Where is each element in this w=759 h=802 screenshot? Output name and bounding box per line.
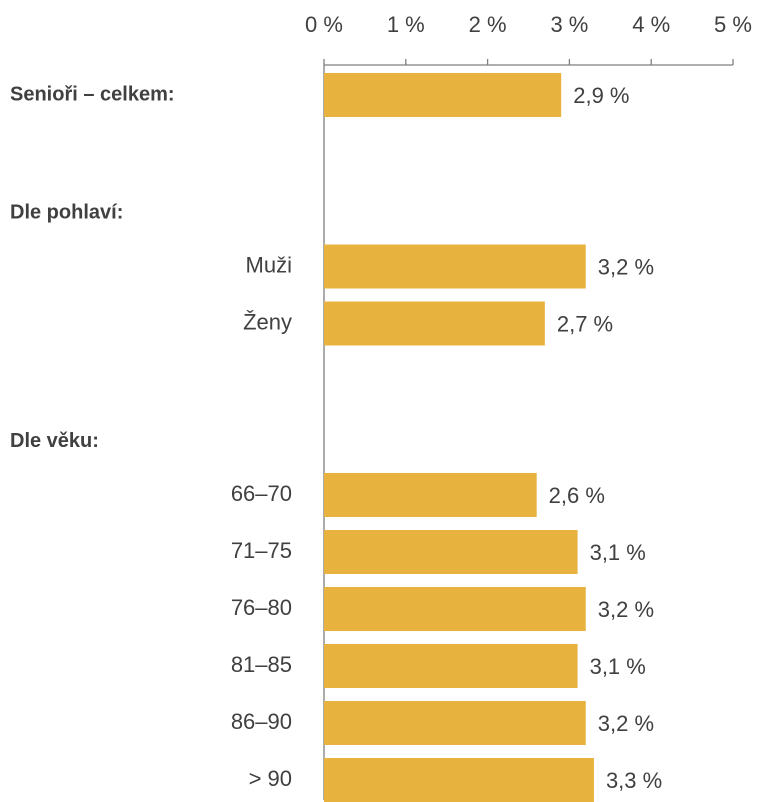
value-label: 3,1 %: [590, 654, 646, 679]
value-label: 3,2 %: [598, 711, 654, 736]
bar: [324, 244, 586, 289]
value-label: 3,2 %: [598, 597, 654, 622]
value-label: 2,7 %: [557, 311, 613, 336]
bar: [324, 73, 562, 117]
bar: [324, 530, 578, 574]
x-tick-label: 2 %: [469, 12, 507, 37]
bar: [324, 701, 586, 745]
category-label: 81–85: [231, 652, 292, 677]
x-tick-label: 0 %: [305, 12, 343, 37]
bar: [324, 473, 537, 517]
x-tick-label: 1 %: [387, 12, 425, 37]
x-tick-label: 4 %: [632, 12, 670, 37]
bar: [324, 587, 586, 631]
value-label: 2,9 %: [573, 83, 629, 108]
group-label: Senioři – celkem:: [10, 83, 175, 105]
value-label: 3,2 %: [598, 254, 654, 279]
group-label: Dle pohlaví:: [10, 201, 123, 223]
category-label: Muži: [246, 252, 292, 277]
category-label: Ženy: [243, 309, 292, 334]
category-label: 71–75: [231, 538, 292, 563]
category-label: 86–90: [231, 709, 292, 734]
value-label: 2,6 %: [549, 483, 605, 508]
group-label: Dle věku:: [10, 430, 99, 452]
bar: [324, 758, 594, 802]
category-label: 66–70: [231, 481, 292, 506]
x-tick-label: 3 %: [550, 12, 588, 37]
x-tick-label: 5 %: [714, 12, 752, 37]
bar: [324, 301, 545, 346]
bar: [324, 644, 578, 688]
category-label: 76–80: [231, 595, 292, 620]
category-label: > 90: [249, 766, 292, 791]
value-label: 3,1 %: [590, 540, 646, 565]
value-label: 3,3 %: [606, 768, 662, 793]
